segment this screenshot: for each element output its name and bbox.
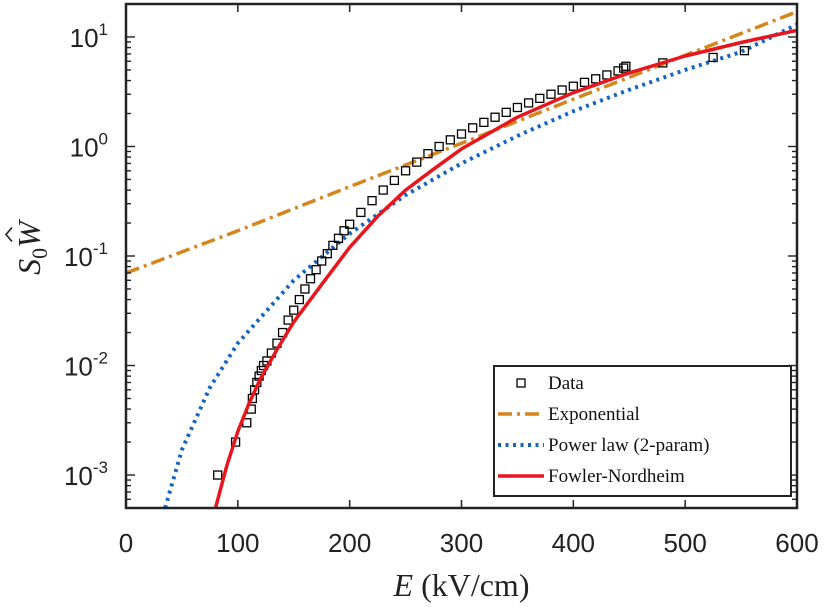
svg-text:S0W: S0W — [11, 218, 52, 275]
data-point — [456, 129, 467, 139]
data-point — [289, 305, 299, 315]
legend: Data Exponential Power law (2-param) Fowler… — [493, 365, 792, 497]
y-tick-label: 10-2 — [64, 349, 108, 382]
data-point — [602, 70, 612, 80]
x-tick-label: 300 — [440, 528, 483, 558]
y-tick-label: 10-3 — [64, 458, 108, 491]
data-point — [283, 315, 293, 325]
data-point — [300, 284, 310, 294]
data-point — [568, 81, 578, 91]
x-tick-label: 200 — [328, 528, 371, 558]
series-line-fowler-nordheim — [213, 28, 797, 508]
data-point — [333, 233, 344, 243]
data-point — [389, 175, 400, 186]
legend-entry: Exponential — [498, 404, 640, 425]
data-point — [512, 102, 523, 113]
data-point — [445, 135, 455, 145]
legend-label: Fowler-Nordheim — [548, 466, 685, 487]
x-tick-label: 0 — [119, 528, 133, 558]
data-point — [546, 89, 556, 99]
data-point — [378, 185, 388, 195]
x-axis-title: E (kV/cm) — [393, 567, 530, 603]
data-point — [294, 294, 304, 305]
data-point — [535, 93, 545, 104]
data-point — [434, 141, 444, 152]
x-tick-label: 400 — [552, 528, 595, 558]
data-point — [311, 265, 321, 275]
legend-label: Power law (2-param) — [548, 435, 709, 456]
data-point — [356, 207, 366, 218]
data-point — [523, 98, 534, 108]
data-point — [317, 256, 327, 266]
series-line-power-law-2-param — [163, 22, 797, 508]
data-point — [739, 46, 750, 56]
legend-entry: Fowler-Nordheim — [498, 466, 685, 487]
data-point — [579, 77, 590, 88]
data-point — [400, 166, 411, 176]
data-point — [557, 85, 567, 95]
y-tick-label: 10-1 — [64, 239, 108, 272]
x-axis-var: E — [393, 567, 414, 603]
legend-marker — [516, 378, 526, 388]
data-point — [490, 112, 500, 122]
y-axis-variable: W — [11, 218, 47, 248]
y-tick-label: 100 — [70, 129, 108, 162]
y-axis-subscript: 0 — [27, 248, 52, 259]
legend-entry: Power law (2-param) — [498, 435, 709, 456]
data-point — [708, 52, 718, 63]
data-point — [613, 66, 623, 76]
data-point — [345, 219, 355, 229]
data-point — [621, 61, 631, 71]
y-axis-symbol: S — [11, 259, 47, 275]
data-point — [412, 157, 422, 167]
series-line-exponential — [126, 10, 797, 275]
data-point — [501, 107, 511, 117]
legend-entry: Data — [516, 373, 584, 394]
x-tick-label: 600 — [775, 528, 818, 558]
legend-label: Exponential — [548, 404, 640, 425]
data-point — [367, 196, 377, 206]
data-point — [591, 74, 601, 84]
data-point — [468, 123, 478, 133]
data-point — [619, 63, 629, 73]
data-point — [423, 149, 433, 159]
y-axis-title: S0W — [4, 218, 52, 275]
data-point — [305, 274, 316, 284]
data-point — [213, 470, 223, 480]
x-axis-units: (kV/cm) — [413, 567, 529, 603]
data-point — [479, 117, 489, 128]
data-point — [339, 226, 349, 236]
data-point — [328, 240, 338, 251]
legend-label: Data — [548, 373, 584, 394]
x-tick-label: 500 — [663, 528, 706, 558]
data-point — [322, 249, 332, 259]
y-tick-label: 101 — [70, 20, 108, 53]
y-axis-hat-accent — [4, 226, 13, 243]
x-tick-label: 100 — [216, 528, 259, 558]
